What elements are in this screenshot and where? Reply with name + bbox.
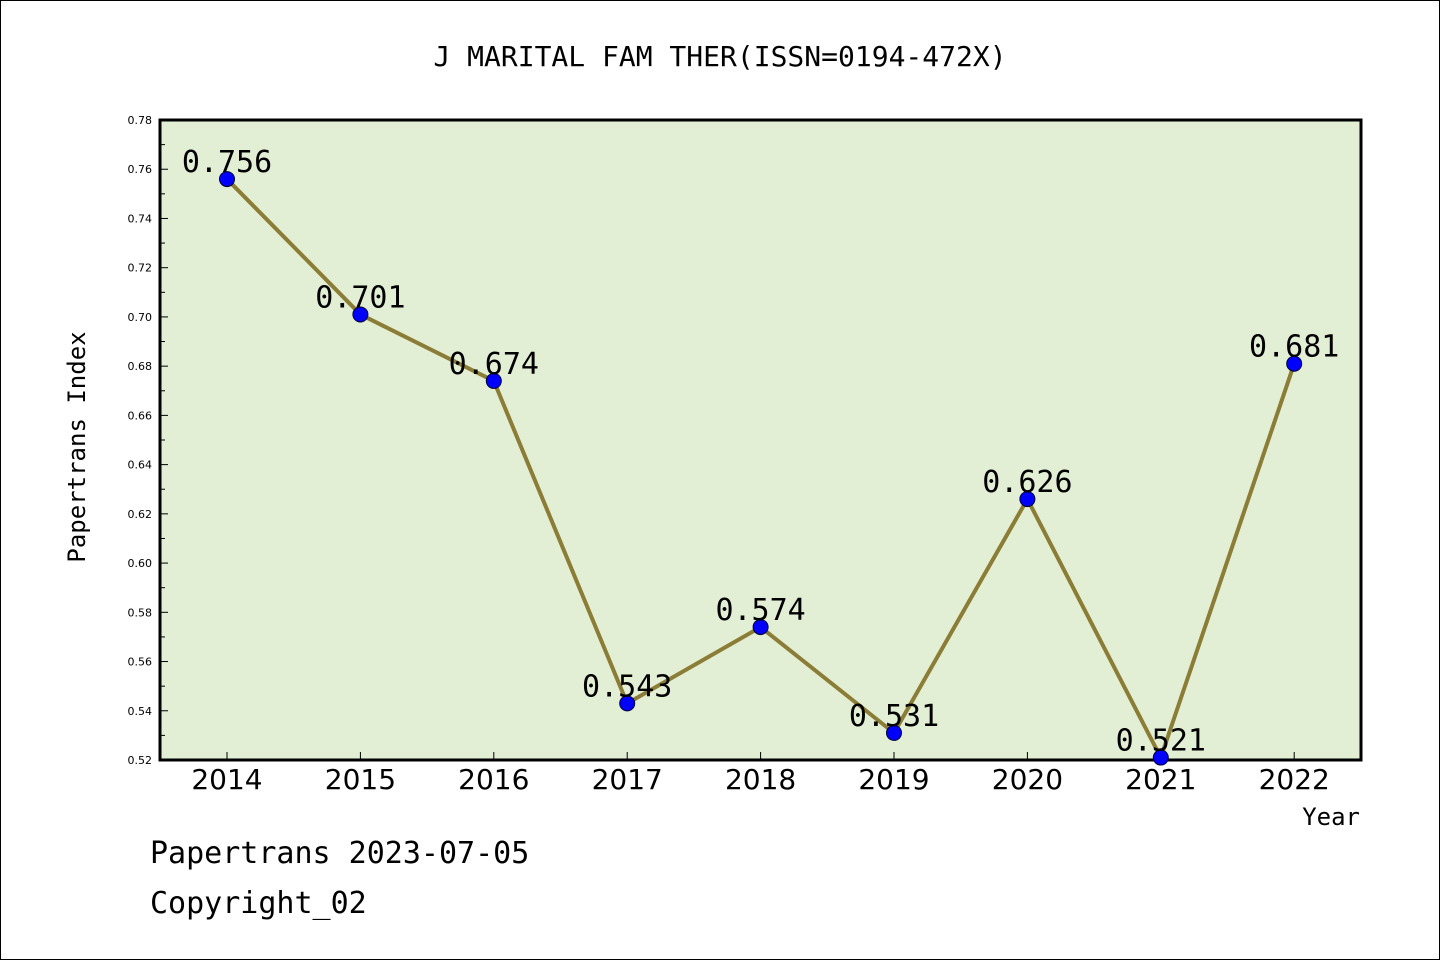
x-tick-label: 2020 [992, 763, 1063, 796]
data-label: 0.674 [449, 347, 539, 382]
x-axis: 2014 2015 2016 2017 2018 2019 2020 2021 2022 [191, 752, 1330, 796]
data-label: 0.521 [1116, 724, 1206, 759]
y-tick-label: 0.64 [128, 459, 153, 472]
x-tick-label: 2018 [725, 763, 796, 796]
series-line-group: 0.756 0.701 0.674 0.543 0.574 0.531 0.626 0.521… [182, 145, 1339, 766]
data-point [752, 619, 769, 636]
data-point [352, 306, 369, 323]
y-tick-label: 0.54 [128, 705, 153, 718]
chart-title: J MARITAL FAM THER(ISSN=0194-472X) [433, 40, 1006, 73]
x-tick-label: 2014 [191, 763, 262, 796]
data-label: 0.701 [315, 280, 405, 315]
y-tick-label: 0.76 [128, 163, 153, 176]
y-axis: 0.52 0.54 0.56 0.58 0.60 0.62 0.64 0.66 0.68 0.70… [128, 114, 168, 767]
y-tick-label: 0.66 [128, 409, 153, 422]
data-point [1152, 749, 1169, 766]
y-tick-label: 0.70 [128, 311, 153, 324]
y-tick-label: 0.78 [128, 114, 153, 127]
y-tick-label: 0.56 [128, 656, 153, 669]
x-tick-label: 2017 [592, 763, 663, 796]
data-label: 0.574 [715, 593, 805, 628]
y-tick-label: 0.58 [128, 606, 153, 619]
data-point [219, 171, 235, 188]
data-point [886, 724, 902, 741]
y-tick-label: 0.52 [128, 754, 153, 767]
data-point [1019, 491, 1036, 508]
y-tick-label: 0.62 [128, 508, 153, 521]
y-axis-label: Papertrans Index [63, 331, 91, 562]
y-tick-label: 0.60 [128, 557, 153, 570]
y-tick-label: 0.68 [128, 360, 153, 373]
x-tick-label: 2015 [325, 763, 396, 796]
data-label: 0.626 [982, 465, 1072, 500]
data-point [619, 695, 636, 712]
footer-copyright: Copyright_02 [150, 886, 367, 921]
x-tick-label: 2022 [1259, 763, 1330, 796]
data-label: 0.543 [582, 669, 672, 704]
x-tick-label: 2021 [1125, 763, 1196, 796]
x-axis-label: Year [1302, 803, 1360, 831]
data-label: 0.756 [182, 145, 272, 180]
y-tick-label: 0.72 [128, 262, 153, 275]
x-tick-label: 2016 [458, 763, 529, 796]
data-point [1286, 355, 1303, 372]
x-tick-label: 2019 [858, 763, 929, 796]
plot-area [158, 118, 1363, 762]
data-label: 0.531 [849, 699, 939, 734]
footer-date: Papertrans 2023-07-05 [150, 836, 530, 871]
y-tick-label: 0.74 [128, 212, 153, 225]
data-point [485, 372, 502, 389]
data-label: 0.681 [1249, 330, 1339, 365]
